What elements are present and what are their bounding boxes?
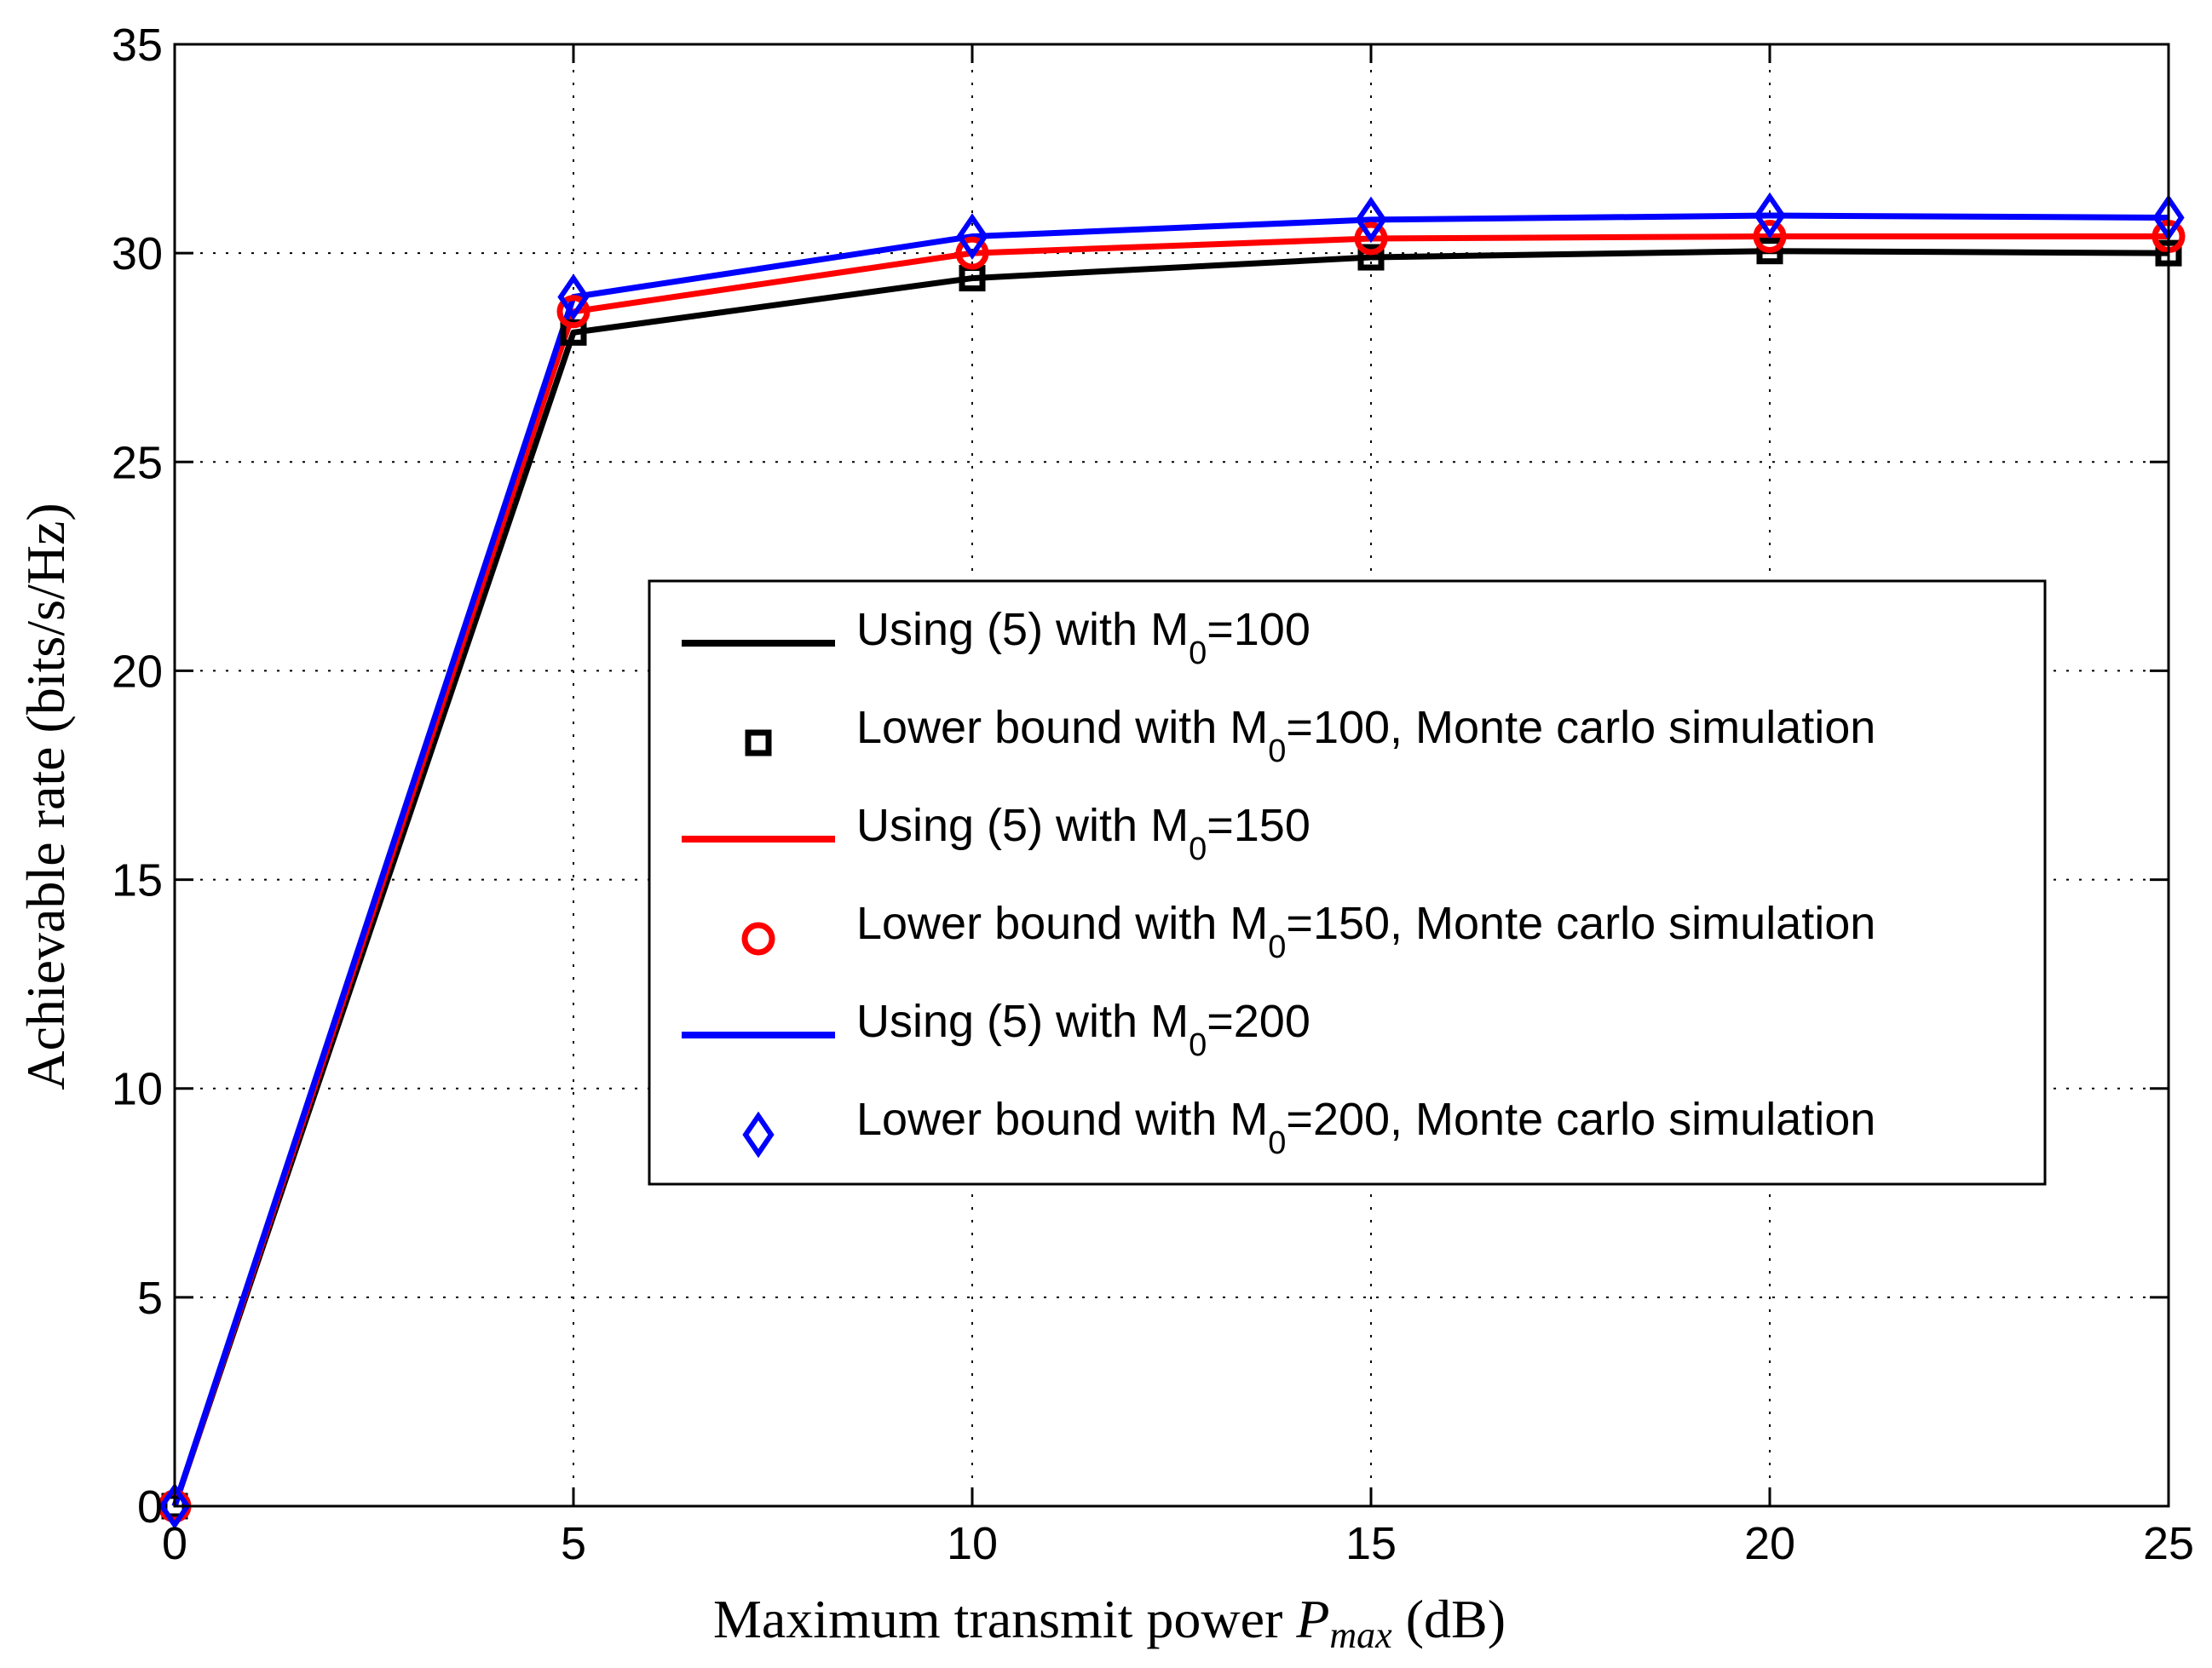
y-tick-label: 15 xyxy=(112,855,163,906)
x-tick-label: 20 xyxy=(1744,1518,1795,1569)
legend-label-text-tail: =200, Monte carlo simulation xyxy=(1286,1094,1875,1145)
data-point-diamond xyxy=(158,1482,191,1530)
y-tick-label: 10 xyxy=(112,1064,163,1115)
legend-label-subscript: 0 xyxy=(1189,1027,1207,1063)
legend-label: Lower bound with M0=200, Monte carlo sim… xyxy=(856,1094,1875,1161)
legend-label-text: Using (5) with M xyxy=(856,604,1189,655)
legend-label-subscript: 0 xyxy=(1268,1125,1286,1161)
legend-label-subscript: 0 xyxy=(1189,831,1207,867)
data-point-diamond xyxy=(1355,196,1387,244)
legend-label: Lower bound with M0=150, Monte carlo sim… xyxy=(856,898,1875,965)
legend-label-subscript: 0 xyxy=(1268,733,1286,769)
legend-swatch-circle xyxy=(741,922,775,956)
legend-label-text: Lower bound with M xyxy=(856,702,1268,753)
legend-box xyxy=(648,579,2047,1186)
y-tick-label: 0 xyxy=(137,1481,163,1533)
x-axis-title: Maximum transmit power Pmax (dB) xyxy=(713,1589,1506,1656)
y-axis-title: Achievable rate (bits/s/Hz) xyxy=(15,503,76,1090)
x-tick-label: 15 xyxy=(1345,1518,1397,1569)
series-lines xyxy=(171,212,2169,1508)
legend-swatch-diamond xyxy=(742,1111,775,1159)
data-point-circle xyxy=(1354,221,1388,256)
data-point-circle xyxy=(955,236,989,270)
x-tick-label: 10 xyxy=(947,1518,998,1569)
legend-label-text-tail: =100 xyxy=(1207,604,1310,655)
legend-label-text-tail: =100, Monte carlo simulation xyxy=(1286,702,1875,753)
x-axis-title-var: P xyxy=(1295,1589,1329,1649)
y-tick-label: 20 xyxy=(112,646,163,697)
legend-label-text: Lower bound with M xyxy=(856,898,1268,949)
y-tick-label: 35 xyxy=(112,20,163,71)
data-point-diamond xyxy=(557,273,590,320)
legend-label: Lower bound with M0=100, Monte carlo sim… xyxy=(856,702,1875,769)
y-tick-label: 5 xyxy=(137,1273,163,1324)
data-point-diamond xyxy=(1754,192,1786,239)
data-point-square xyxy=(1357,244,1385,271)
legend-label: Using (5) with M0=100 xyxy=(856,604,1310,671)
x-tick-label: 25 xyxy=(2143,1518,2194,1569)
legend-label-text-tail: =150 xyxy=(1207,800,1310,851)
legend-label-text-tail: =200 xyxy=(1207,996,1310,1047)
data-point-square xyxy=(1756,238,1783,265)
x-tick-label: 5 xyxy=(561,1518,586,1569)
x-axis-title-text: Maximum transmit power xyxy=(713,1589,1282,1649)
x-axis-title-var-sub: max xyxy=(1329,1614,1392,1656)
series-line-0 xyxy=(171,248,2169,1508)
legend-label: Using (5) with M0=150 xyxy=(856,800,1310,867)
data-point-circle xyxy=(556,295,590,329)
legend-label: Using (5) with M0=200 xyxy=(856,996,1310,1063)
legend-label-text: Lower bound with M xyxy=(856,1094,1268,1145)
series-line-4 xyxy=(171,212,2169,1508)
x-tick-label: 0 xyxy=(162,1518,187,1569)
legend-label-text: Using (5) with M xyxy=(856,800,1189,851)
legend-swatch-square xyxy=(745,729,772,756)
data-point-circle xyxy=(1753,220,1787,254)
legend-label-text-tail: =150, Monte carlo simulation xyxy=(1286,898,1875,949)
x-axis-title-unit: (dB) xyxy=(1406,1589,1506,1649)
y-tick-label: 30 xyxy=(112,228,163,279)
legend-label-subscript: 0 xyxy=(1189,636,1207,671)
legend-label-text: Using (5) with M xyxy=(856,996,1189,1047)
legend-label-subscript: 0 xyxy=(1268,929,1286,965)
series-line-2 xyxy=(171,233,2169,1508)
y-tick-label: 25 xyxy=(112,437,163,488)
plot-frame xyxy=(173,43,2170,1508)
data-point-diamond xyxy=(956,213,988,260)
ticks xyxy=(173,43,2170,1508)
tick-labels: 0 5 10 15 20 25 0 5 10 15 20 25 30 35 xyxy=(112,20,2194,1569)
